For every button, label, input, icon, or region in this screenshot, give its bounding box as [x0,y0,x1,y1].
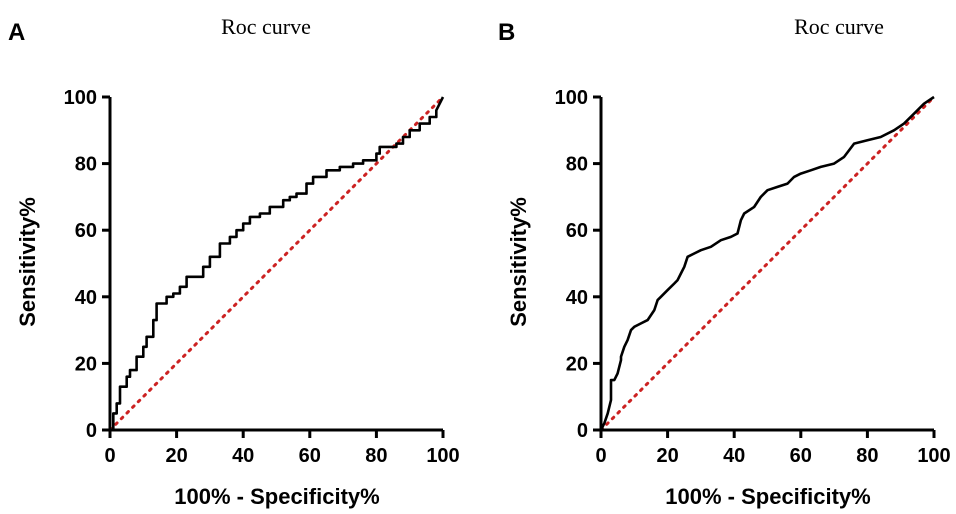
ticks-a: 0 20 40 60 80 100 0 20 40 60 80 100 [64,87,460,467]
panel-letter-b: B [498,19,515,46]
axes-b [599,97,934,432]
x-tick-label-a: 20 [165,445,187,467]
x-tick-label-a: 0 [104,445,115,467]
y-tick-label-b: 40 [566,287,588,309]
y-tick-label-a: 60 [75,220,97,242]
y-axis-label-a: Sensitivity% [15,197,40,327]
roc-curve-a [110,96,445,432]
y-tick-label-b: 60 [566,220,588,242]
x-axis-label-b: 100% - Specificity% [665,484,870,509]
axes-a [108,97,443,432]
panel-a: A Roc curve Sensitivity% 100% - Specific… [8,14,460,509]
panel-b: B Roc curve Sensitivity% 100% - Specific… [498,14,951,509]
y-tick-label-a: 0 [86,420,97,442]
reference-diagonal-b [599,95,936,432]
reference-diagonal-a [108,95,445,432]
roc-curve-b [599,95,935,431]
x-tick-label-b: 80 [856,445,878,467]
x-tick-label-b: 40 [723,445,745,467]
y-tick-label-b: 80 [566,154,588,176]
panel-letter-a: A [8,19,25,46]
x-tick-label-b: 100 [917,445,950,467]
y-axis-label-b: Sensitivity% [506,197,531,327]
y-tick-label-a: 100 [64,87,97,109]
x-tick-label-a: 60 [299,445,321,467]
y-tick-label-b: 100 [555,87,588,109]
chart-title-a: Roc curve [221,14,311,39]
y-tick-label-a: 40 [75,287,97,309]
x-tick-label-b: 60 [790,445,812,467]
y-tick-label-b: 0 [577,420,588,442]
x-tick-label-a: 80 [365,445,387,467]
x-tick-label-a: 100 [426,445,459,467]
y-tick-label-a: 20 [75,353,97,375]
x-tick-label-b: 0 [595,445,606,467]
plot-area-b [599,95,936,432]
x-axis-label-a: 100% - Specificity% [174,484,379,509]
x-tick-label-b: 20 [656,445,678,467]
plot-area-a [108,95,445,432]
y-tick-label-b: 20 [566,353,588,375]
chart-title-b: Roc curve [794,14,884,39]
y-tick-label-a: 80 [75,154,97,176]
x-tick-label-a: 40 [232,445,254,467]
